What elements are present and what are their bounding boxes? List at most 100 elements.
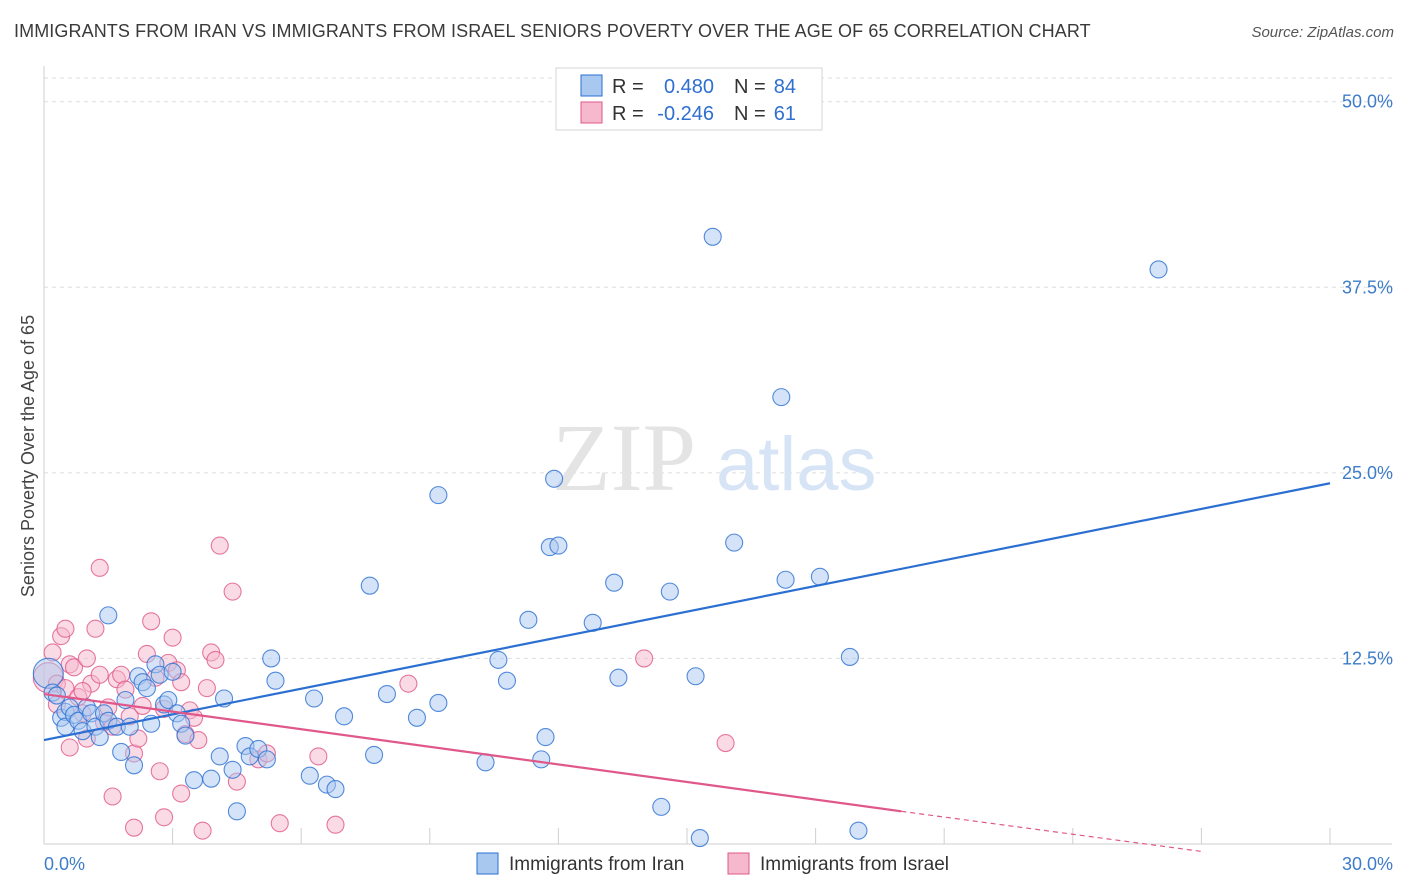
legend-swatch-iran: [580, 74, 603, 97]
trend-line-iran: [43, 482, 1331, 742]
israel-point: [86, 619, 105, 638]
iran-point: [497, 671, 517, 690]
iran-point: [686, 667, 705, 686]
iran-point: [32, 657, 64, 689]
iran-point: [772, 388, 791, 407]
watermark-atlas: atlas: [716, 422, 877, 507]
israel-point: [124, 818, 144, 837]
iran-point: [660, 582, 679, 601]
iran-point: [703, 227, 722, 246]
iran-point: [849, 821, 868, 840]
series-iran-points: [32, 227, 1168, 848]
israel-point: [90, 558, 109, 577]
iran-point: [163, 662, 182, 681]
israel-point: [197, 679, 216, 698]
iran-point: [300, 766, 319, 785]
iran-point: [137, 679, 156, 698]
iran-point: [326, 780, 345, 799]
israel-point: [716, 733, 735, 753]
israel-point: [172, 784, 191, 803]
iran-point: [365, 745, 384, 764]
israel-point: [150, 762, 169, 781]
source-label: Source: ZipAtlas.com: [1251, 24, 1394, 41]
israel-point: [206, 650, 225, 669]
y-tick-label: 12.5%: [1342, 648, 1393, 668]
iran-point: [305, 689, 324, 708]
israel-point: [60, 738, 79, 757]
gridlines: [44, 77, 1392, 659]
iran-point: [810, 567, 829, 586]
legend-swatch-israel: [580, 101, 603, 124]
iran-point: [489, 650, 508, 669]
israel-point: [210, 536, 229, 555]
israel-point: [103, 787, 122, 806]
iran-point: [176, 726, 195, 745]
bottom-legend-swatch-israel: [727, 852, 750, 875]
iran-point: [545, 469, 564, 488]
legend-n-value-israel: 61: [774, 103, 796, 125]
iran-point: [725, 533, 744, 552]
israel-point: [112, 665, 131, 684]
iran-point: [184, 771, 204, 790]
iran-point: [840, 647, 859, 666]
israel-point: [270, 814, 289, 833]
axes: [43, 66, 1392, 845]
iran-point: [227, 802, 246, 821]
israel-point: [326, 815, 345, 834]
x-tick-label: 0.0%: [44, 854, 85, 874]
iran-point: [266, 671, 285, 690]
y-tick-label: 25.0%: [1342, 463, 1393, 483]
legend-r-value-iran: 0.480: [664, 76, 714, 98]
trend-lines: [43, 482, 1331, 853]
iran-point: [605, 573, 624, 592]
legend-box: R = 0.480 N = 84 R = -0.246 N = 61: [555, 67, 823, 131]
bottom-legend-label-israel: Immigrants from Israel: [760, 854, 949, 875]
legend-n-value-iran: 84: [774, 76, 796, 98]
iran-point: [519, 610, 538, 629]
legend-r-value-israel: -0.246: [657, 103, 714, 125]
legend-n-label-israel: N =: [734, 103, 766, 125]
bottom-legend-label-iran: Immigrants from Iran: [509, 854, 684, 875]
iran-point: [210, 747, 229, 766]
iran-point: [335, 707, 354, 726]
israel-point: [163, 628, 182, 647]
iran-point: [476, 753, 495, 772]
iran-point: [429, 693, 448, 713]
watermark-zip: ZIP: [552, 404, 696, 511]
bottom-legend: Immigrants from Iran Immigrants from Isr…: [476, 852, 949, 875]
y-axis-label: Seniors Poverty Over the Age of 65: [18, 315, 38, 597]
legend-r-label-iran: R =: [612, 76, 644, 98]
iran-point: [377, 685, 396, 704]
iran-point: [609, 668, 628, 687]
iran-point: [429, 486, 448, 505]
israel-point: [154, 808, 174, 827]
iran-point: [124, 756, 144, 775]
iran-point: [407, 708, 426, 727]
israel-point: [142, 612, 161, 631]
iran-point: [360, 576, 379, 595]
iran-point: [776, 570, 795, 589]
iran-point: [532, 750, 551, 769]
trend-line-israel-extension: [901, 810, 1202, 853]
israel-point: [77, 649, 96, 668]
y-tick-label: 37.5%: [1342, 277, 1393, 297]
israel-point: [56, 619, 75, 638]
israel-point: [64, 658, 84, 677]
trend-line-israel: [43, 692, 902, 813]
iran-point: [202, 769, 221, 788]
y-tick-label: 50.0%: [1342, 92, 1393, 112]
israel-point: [309, 747, 328, 766]
tick-labels: 12.5% 25.0% 37.5% 50.0% 0.0% 30.0%: [44, 92, 1393, 874]
israel-point: [73, 682, 92, 701]
x-tick-label: 30.0%: [1342, 854, 1393, 874]
iran-point: [223, 760, 242, 779]
israel-point: [635, 649, 654, 668]
israel-point: [399, 674, 418, 693]
israel-point: [90, 665, 109, 684]
israel-point: [193, 821, 212, 840]
legend-n-label-iran: N =: [734, 76, 766, 98]
legend-r-label-israel: R =: [612, 103, 644, 125]
iran-point: [159, 690, 178, 710]
iran-point: [652, 797, 671, 816]
